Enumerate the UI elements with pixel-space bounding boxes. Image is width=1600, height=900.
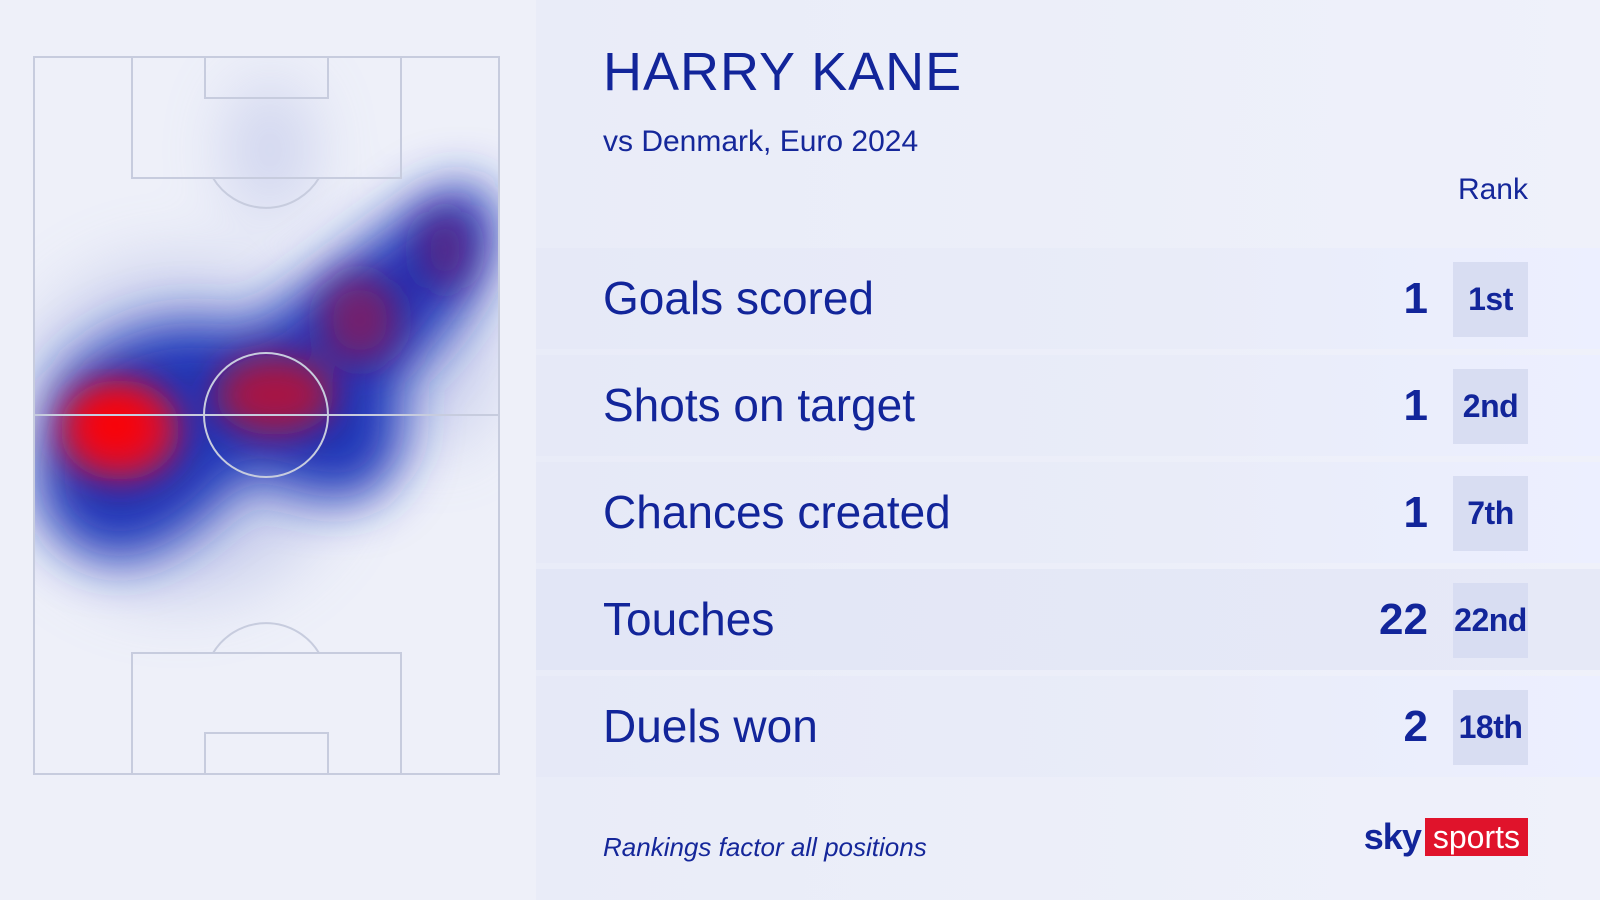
sky-sports-logo: sky sports [1364,818,1528,856]
stat-label: Goals scored [603,272,875,324]
stat-label: Shots on target [603,379,915,431]
heatmap-layer [34,80,499,600]
stat-value: 1 [1403,381,1428,430]
stat-row: Chances created 1 7th [536,462,1600,563]
stats-table: Goals scored 1 1st Shots on target 1 2nd… [536,248,1600,783]
player-name: HARRY KANE [603,42,963,102]
stat-label: Touches [603,593,775,645]
stat-label: Duels won [603,700,818,752]
rankings-footnote: Rankings factor all positions [603,832,927,862]
rank-column-header: Rank [1457,173,1528,206]
stat-label: Chances created [603,486,951,538]
stat-rank-badge: 22nd [1453,583,1528,658]
stat-rank-badge: 1st [1453,262,1528,337]
stat-row: Shots on target 1 2nd [536,355,1600,456]
pitch-markings [33,56,500,775]
stat-row: Goals scored 1 1st [536,248,1600,349]
logo-sky-text: sky [1363,816,1422,857]
stat-row: Duels won 2 18th [536,676,1600,777]
pitch-heatmap [33,56,500,775]
stat-rank-badge: 2nd [1453,369,1528,444]
logo-sports-text: sports [1424,818,1528,856]
stat-value: 1 [1403,488,1428,537]
stat-rank-badge: 7th [1453,476,1528,551]
stat-row: Touches 22 22nd [536,569,1600,670]
stat-value: 2 [1403,702,1428,751]
heatmap-panel [0,0,536,900]
stat-value: 22 [1379,595,1428,644]
stat-value: 1 [1403,274,1428,323]
match-subtitle: vs Denmark, Euro 2024 [603,125,919,158]
stat-rank-badge: 18th [1453,690,1528,765]
